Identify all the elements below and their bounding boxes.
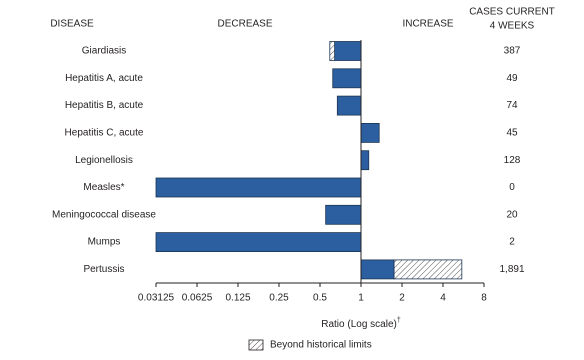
bar	[155, 232, 362, 253]
bar	[155, 177, 362, 198]
category-label: Meningococcal disease	[52, 209, 156, 220]
increase-header: INCREASE	[402, 19, 453, 30]
category-label: Giardiasis	[82, 46, 126, 57]
cases-value: 20	[506, 209, 518, 220]
disease-header: DISEASE	[50, 19, 94, 30]
bar	[325, 204, 362, 225]
legend-swatch	[248, 339, 264, 351]
category-label: Hepatitis A, acute	[65, 73, 143, 84]
cases-value: 0	[509, 182, 515, 193]
legend-label: Beyond historical limits	[270, 340, 372, 351]
bar	[360, 259, 395, 280]
x-tick-label: 0.0625	[182, 293, 213, 304]
category-label: Mumps	[88, 237, 121, 248]
x-tick-label: 8	[481, 293, 487, 304]
x-tick-label: 2	[399, 293, 405, 304]
cases-value: 2	[509, 237, 515, 248]
cases-value: 45	[506, 128, 518, 139]
bar	[332, 68, 362, 89]
bar-beyond-limits	[329, 41, 336, 61]
cases-value: 49	[506, 73, 518, 84]
category-label: Hepatitis C, acute	[65, 128, 144, 139]
x-axis-label: Ratio (Log scale)†	[321, 317, 401, 330]
category-label: Pertussis	[83, 264, 124, 275]
x-tick-label: 4	[440, 293, 446, 304]
category-label: Measles*	[83, 182, 124, 193]
category-label: Hepatitis B, acute	[65, 100, 144, 111]
bar-beyond-limits	[393, 259, 463, 280]
x-tick-label: 0.5	[313, 293, 327, 304]
bar	[334, 41, 362, 61]
bar	[336, 95, 362, 116]
x-tick-label: 0.03125	[138, 293, 175, 304]
cases-value: 1,891	[499, 264, 524, 275]
cases-value: 387	[504, 46, 521, 57]
x-tick-label: 1	[358, 293, 364, 304]
decrease-header: DECREASE	[217, 19, 272, 30]
bar	[360, 150, 370, 171]
cases-header: CASES CURRENT	[469, 7, 555, 18]
x-tick-label: 0.25	[269, 293, 289, 304]
category-label: Legionellosis	[75, 155, 133, 166]
x-axis-label-mark: †	[397, 317, 401, 324]
cases-header: 4 WEEKS	[490, 21, 535, 32]
x-axis-label-text: Ratio (Log scale)	[321, 319, 397, 330]
bar	[360, 123, 380, 143]
cases-value: 74	[506, 100, 518, 111]
x-tick-label: 0.125	[225, 293, 250, 304]
cases-value: 128	[504, 155, 521, 166]
